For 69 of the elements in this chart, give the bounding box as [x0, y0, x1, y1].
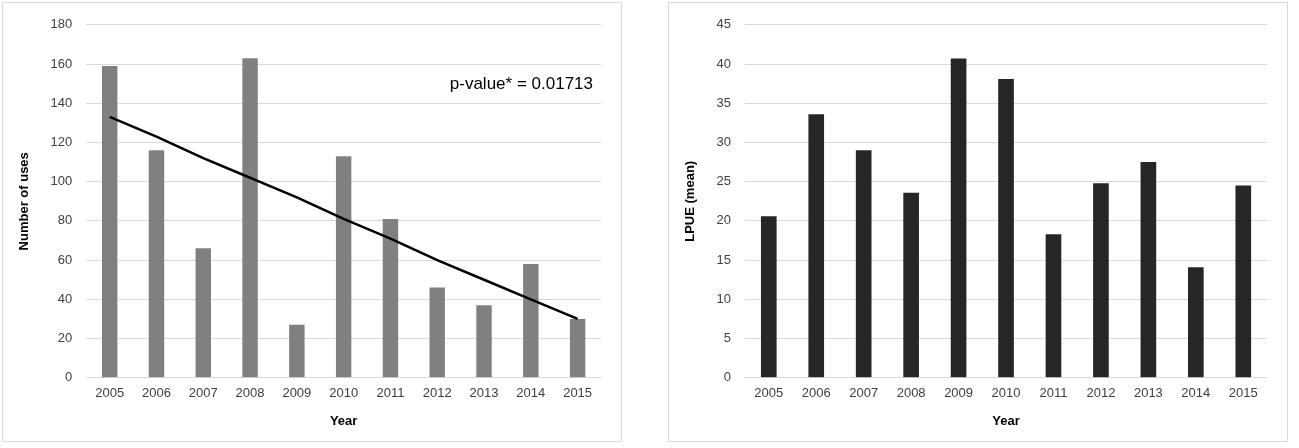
bar: [476, 305, 492, 378]
y-tick-label: 100: [50, 173, 73, 189]
x-tick-label: 2008: [235, 385, 265, 401]
y-tick-label: 160: [50, 55, 73, 71]
x-tick-label: 2009: [282, 385, 312, 401]
x-tick-label: 2010: [329, 385, 359, 401]
x-tick-label: 2011: [376, 385, 405, 401]
y-tick-label: 35: [716, 94, 732, 110]
y-tick-label: 25: [716, 173, 732, 189]
bar: [429, 287, 445, 378]
bar: [1140, 162, 1157, 378]
bar: [195, 248, 211, 378]
x-axis-title: Year: [992, 412, 1020, 428]
x-tick-label: 2010: [991, 385, 1021, 401]
x-tick-label: 2011: [1039, 385, 1068, 401]
y-tick-label: 80: [57, 212, 73, 228]
x-tick-label: 2007: [849, 385, 879, 401]
y-tick-label: 140: [50, 94, 73, 110]
y-tick-label: 60: [57, 251, 73, 267]
x-tick-label: 2015: [563, 385, 593, 401]
y-tick-label: 45: [716, 16, 732, 32]
x-tick-label: 2015: [1228, 385, 1258, 401]
bar: [569, 318, 586, 378]
x-tick-label: 2012: [1086, 385, 1116, 401]
y-tick-label: 10: [716, 290, 732, 306]
bar: [382, 218, 399, 378]
x-tick-label: 2006: [801, 385, 831, 401]
bar: [148, 150, 165, 378]
bar: [903, 192, 919, 378]
y-axis-title: LPUE (mean): [682, 160, 698, 242]
y-tick-label: 40: [716, 55, 732, 71]
x-tick-label: 2012: [422, 385, 452, 401]
x-tick-label: 2005: [95, 385, 125, 401]
bar: [1093, 183, 1109, 378]
annotation: p-value* = 0.01713: [449, 74, 593, 94]
y-axis-title: Number of uses: [16, 152, 32, 251]
bar: [855, 150, 872, 378]
y-tick-label: 180: [50, 16, 73, 32]
x-tick-label: 2005: [754, 385, 784, 401]
bar: [950, 58, 967, 378]
bar: [808, 114, 825, 378]
bar: [998, 78, 1014, 378]
x-tick-label: 2006: [142, 385, 171, 401]
x-tick-label: 2008: [896, 385, 926, 401]
x-tick-label: 2013: [469, 385, 499, 401]
y-tick-label: 0: [65, 369, 73, 385]
bar: [335, 156, 352, 378]
bar: [242, 58, 258, 378]
y-tick-label: 0: [723, 369, 732, 385]
x-tick-label: 2007: [188, 385, 218, 401]
bar: [523, 264, 539, 378]
y-tick-label: 15: [716, 251, 732, 267]
x-tick-label: 2014: [516, 385, 546, 401]
x-tick-label: 2013: [1133, 385, 1163, 401]
y-tick-label: 20: [57, 330, 73, 346]
y-tick-label: 20: [716, 212, 732, 228]
y-tick-label: 30: [716, 134, 732, 150]
bar: [101, 65, 118, 378]
x-axis-title: Year: [329, 412, 358, 428]
y-tick-label: 5: [723, 330, 732, 346]
bar: [289, 324, 305, 378]
bar: [1235, 185, 1252, 378]
bar: [1188, 267, 1204, 378]
bar: [1045, 234, 1062, 378]
y-tick-label: 120: [50, 134, 73, 150]
x-tick-label: 2009: [944, 385, 974, 401]
bar: [760, 216, 777, 378]
y-tick-label: 40: [57, 290, 73, 306]
x-tick-label: 2014: [1181, 385, 1211, 401]
